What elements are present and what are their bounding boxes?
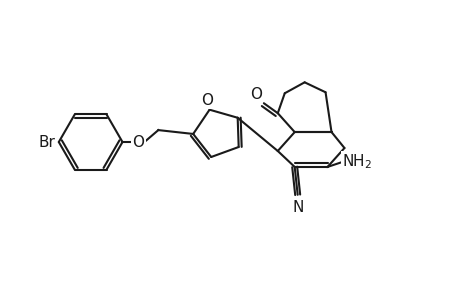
Text: O: O bbox=[132, 134, 144, 149]
Text: O: O bbox=[249, 87, 261, 102]
Text: Br: Br bbox=[39, 134, 56, 149]
Text: O: O bbox=[201, 93, 213, 108]
Text: NH$_2$: NH$_2$ bbox=[341, 153, 372, 171]
Text: N: N bbox=[292, 200, 304, 215]
